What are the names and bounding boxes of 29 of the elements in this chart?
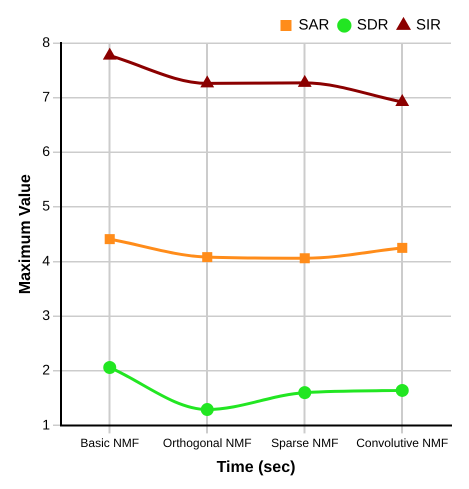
y-tick-label: 5 xyxy=(42,198,50,214)
y-tick-label: 7 xyxy=(42,88,50,104)
x-axis-title: Time (sec) xyxy=(216,458,296,476)
y-tick-label: 6 xyxy=(42,143,50,160)
point xyxy=(298,76,311,87)
x-tick-label: Convolutive NMF xyxy=(356,436,448,450)
point xyxy=(103,360,116,374)
y-axis-title: Maximum Value xyxy=(17,174,34,294)
point xyxy=(104,49,116,60)
point xyxy=(397,242,408,253)
legend-label: SIR xyxy=(416,16,442,34)
point xyxy=(201,76,214,88)
point xyxy=(200,403,214,416)
legend-label: SDR xyxy=(356,16,389,34)
y-tick-label: 3 xyxy=(42,307,50,323)
legend-label: SAR xyxy=(298,16,330,34)
y-tick-label: 2 xyxy=(42,362,50,378)
x-tick-label: Basic NMF xyxy=(80,436,140,450)
point xyxy=(104,234,115,244)
point xyxy=(298,386,312,400)
x-tick-label: Sparse NMF xyxy=(271,436,338,450)
point xyxy=(202,252,212,262)
point xyxy=(300,253,310,264)
x-tick-label: Orthogonal NMF xyxy=(162,436,252,450)
y-tick-label: 4 xyxy=(42,252,50,268)
y-tick-label: 8 xyxy=(42,34,50,50)
y-tick-label: 1 xyxy=(42,416,50,432)
point xyxy=(396,384,409,397)
point xyxy=(396,96,408,106)
